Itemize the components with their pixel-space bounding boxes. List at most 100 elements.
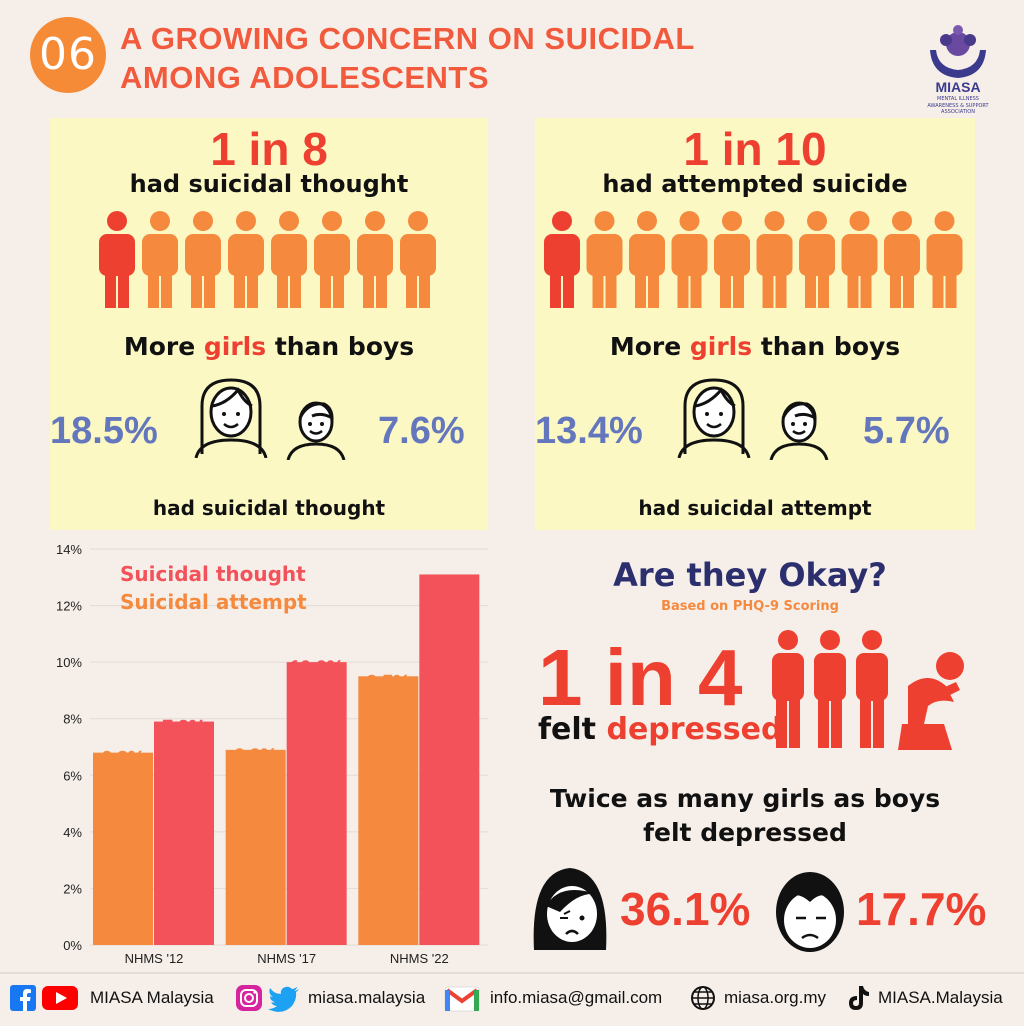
depressed-text: depressed (606, 712, 783, 747)
compare-attempt: More girls than boys (535, 332, 975, 361)
ratio-depressed: 1 in 4 (538, 633, 743, 722)
person-figure-icon (714, 211, 750, 308)
person-figure-icon (99, 211, 135, 308)
footer-attempt: had suicidal attempt (638, 496, 872, 520)
gmail-icon[interactable] (444, 986, 480, 1012)
felt-text: felt (538, 712, 607, 747)
compare-attempt-post: than boys (752, 332, 901, 361)
person-figure-icon (228, 211, 264, 308)
bar (154, 721, 214, 945)
bar (358, 676, 419, 945)
legend-attempt: Suicidal attempt (120, 590, 307, 614)
twice-line-1: Twice as many girls as boys (549, 784, 941, 813)
footer-twitter-text[interactable]: miasa.malaysia (308, 988, 426, 1007)
bar (225, 749, 286, 945)
boy-face-icon (286, 401, 346, 460)
compare-thought-post: than boys (266, 332, 415, 361)
felt-depressed: felt depressed (538, 712, 782, 747)
caption-thought: had suicidal thought (129, 170, 409, 198)
y-tick-label: 0% (63, 938, 82, 953)
footer-thought: had suicidal thought (152, 496, 386, 520)
bar (286, 662, 347, 945)
x-tick-label: NHMS '17 (257, 951, 316, 966)
people-figures-attempt (544, 211, 963, 308)
footer-youtube-text[interactable]: MIASA Malaysia (90, 988, 214, 1007)
person-figure-icon (185, 211, 221, 308)
facebook-icon[interactable] (10, 985, 36, 1011)
footer-tiktok-text[interactable]: MIASA.Malaysia (878, 988, 1003, 1007)
question-title: Are they Okay? (613, 556, 887, 594)
data-label: 6.8% (101, 749, 144, 770)
twice-line-2: felt depressed (643, 818, 847, 847)
data-label: 10.0% (290, 658, 344, 679)
boys-pct-thought: 7.6% (378, 410, 465, 452)
logo-tagline-1: MENTAL ILLNESS (937, 96, 979, 102)
person-figure-icon (357, 211, 393, 308)
tiktok-icon[interactable] (846, 985, 870, 1011)
boys-depressed-pct: 17.7% (856, 883, 987, 935)
y-tick-label: 14% (56, 542, 82, 557)
instagram-icon[interactable] (236, 985, 262, 1011)
footer-email-text[interactable]: info.miasa@gmail.com (490, 988, 663, 1007)
data-label: 6.9% (234, 746, 277, 767)
person-figure-icon (544, 211, 580, 308)
data-label: 7.9% (162, 718, 205, 739)
person-figure-icon (400, 211, 436, 308)
person-figure-icon (671, 211, 708, 308)
three-people-icon (772, 630, 888, 748)
globe-icon[interactable] (690, 985, 716, 1011)
girl-face-icon (194, 378, 268, 458)
footer-web-text[interactable]: miasa.org.my (724, 988, 827, 1007)
y-tick-label: 4% (63, 825, 82, 840)
compare-thought-pre: More (123, 332, 204, 361)
data-label: 9.5% (367, 672, 410, 693)
bar (419, 574, 480, 945)
person-figure-icon (314, 211, 350, 308)
person-figure-icon (884, 211, 920, 308)
page-title-line1: A GROWING CONCERN ON SUICIDAL (120, 21, 695, 56)
people-figures-thought (99, 211, 436, 308)
bar (93, 752, 153, 945)
caption-attempt: had attempted suicide (602, 170, 908, 198)
girls-depressed-pct: 36.1% (620, 883, 751, 935)
person-figure-icon (926, 211, 963, 308)
boy-face-icon (769, 401, 829, 460)
y-tick-label: 2% (63, 881, 82, 896)
compare-attempt-girls: girls (689, 332, 753, 361)
twitter-icon[interactable] (268, 986, 300, 1012)
girl-face-icon (677, 378, 751, 458)
logo-tagline-2: AWARENESS & SUPPORT ASSOCIATION (927, 103, 989, 115)
ratio-thought: 1 in 8 (210, 123, 328, 175)
person-figure-icon (799, 211, 835, 308)
y-tick-label: 6% (63, 768, 82, 783)
boys-pct-attempt: 5.7% (863, 410, 950, 452)
y-tick-label: 10% (56, 655, 82, 670)
person-figure-icon (586, 211, 623, 308)
panel-suicidal-thought: 1 in 8 had suicidal thought More girls t… (50, 118, 488, 530)
person-figure-icon (629, 211, 665, 308)
logo-name: MIASA (935, 79, 981, 95)
section-number-badge: 06 (30, 17, 106, 93)
x-tick-label: NHMS '22 (390, 951, 449, 966)
compare-thought-girls: girls (203, 332, 267, 361)
person-figure-icon (142, 211, 178, 308)
sad-boy-icon (776, 872, 844, 952)
girls-pct-thought: 18.5% (50, 410, 158, 452)
person-figure-icon (271, 211, 307, 308)
y-tick-label: 12% (56, 599, 82, 614)
legend-thought: Suicidal thought (120, 562, 306, 586)
sad-girl-icon (533, 868, 607, 950)
person-figure-icon (841, 211, 878, 308)
depressed-person-icon (898, 652, 964, 750)
person-figure-icon (756, 211, 793, 308)
page-title-line2: AMONG ADOLESCENTS (120, 60, 490, 95)
youtube-icon[interactable] (42, 986, 78, 1010)
compare-thought: More girls than boys (50, 332, 488, 361)
ratio-attempt: 1 in 10 (683, 123, 827, 175)
panel-suicidal-attempt: 1 in 10 had attempted suicide More girls… (535, 118, 975, 530)
compare-attempt-pre: More (609, 332, 690, 361)
x-tick-label: NHMS '12 (125, 951, 184, 966)
phq9-basis: Based on PHQ-9 Scoring (661, 599, 839, 614)
miasa-logo: MIASA MENTAL ILLNESS AWARENESS & SUPPORT… (910, 16, 1006, 115)
y-tick-label: 8% (63, 712, 82, 727)
